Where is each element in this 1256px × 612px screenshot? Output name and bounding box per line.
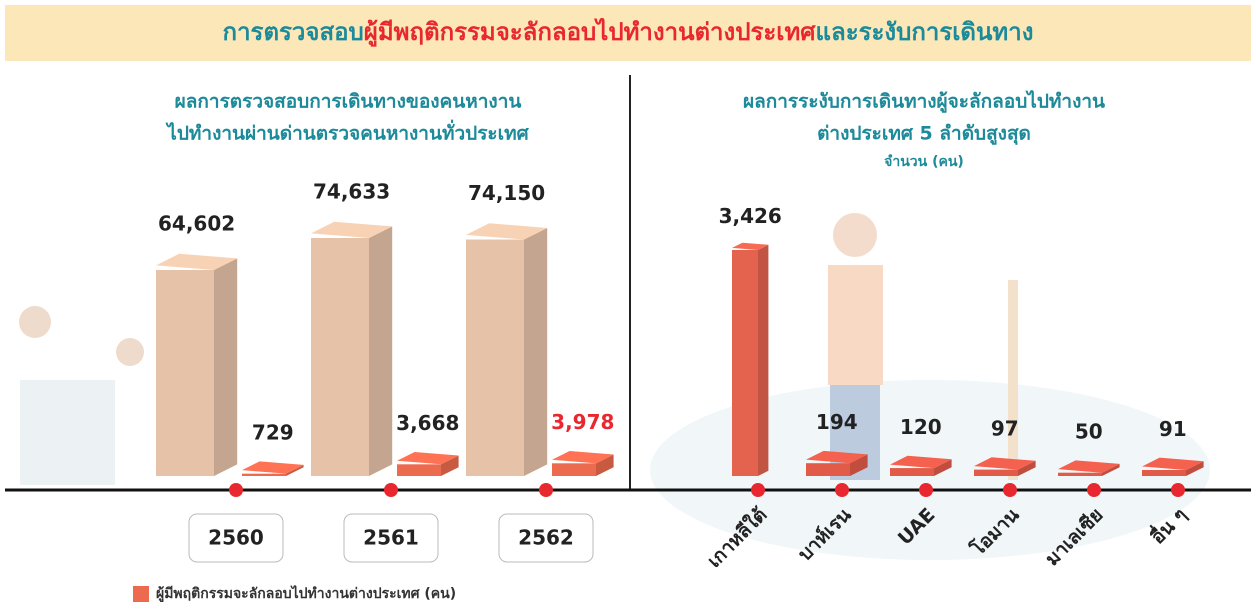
bar-side xyxy=(214,258,238,476)
value-label: 194 xyxy=(816,410,858,434)
bar xyxy=(156,269,214,476)
bar-side xyxy=(596,454,614,476)
category-dot xyxy=(835,483,849,497)
bar-top xyxy=(974,457,1036,470)
bar-top xyxy=(806,450,868,464)
value-label: 729 xyxy=(252,421,294,445)
bar-side xyxy=(1018,460,1036,476)
category-box xyxy=(498,513,594,563)
title: การตรวจสอบผู้มีพฤติกรรมจะลักลอบไปทำงานต่… xyxy=(223,17,1034,47)
category-dot xyxy=(1171,483,1185,497)
title-part: ผู้มีพฤติกรรมจะลักลอบไปทำงานต่างประเทศ xyxy=(364,17,817,47)
category-dot xyxy=(751,483,765,497)
bar xyxy=(732,250,758,476)
chart-title: ไปทำงานผ่านด่านตรวจคนหางานทั่วประเทศ xyxy=(165,120,529,145)
value-label: 3,668 xyxy=(396,411,459,435)
bar-side xyxy=(369,226,393,476)
category-box xyxy=(188,513,284,563)
value-label: 74,633 xyxy=(313,179,390,203)
bar-side xyxy=(934,459,952,476)
bar-side xyxy=(1102,463,1120,476)
bar-top xyxy=(156,253,238,270)
x-tick-label: 2561 xyxy=(363,526,419,550)
bar xyxy=(1058,472,1102,476)
bar xyxy=(552,463,596,476)
category-dot xyxy=(539,483,553,497)
value-label: 74,150 xyxy=(468,181,545,205)
bar xyxy=(806,463,850,476)
bar xyxy=(311,238,369,476)
chart-title: ผลการตรวจสอบการเดินทางของคนหางาน xyxy=(175,91,522,113)
value-label: 50 xyxy=(1075,420,1103,444)
value-label: 97 xyxy=(991,417,1019,441)
bar-top xyxy=(552,450,614,464)
bar-side xyxy=(441,455,459,476)
bar-side xyxy=(758,244,769,476)
chart-subtitle: จำนวน (คน) xyxy=(884,154,964,170)
bar-top xyxy=(1142,457,1204,470)
bar-top xyxy=(890,455,952,469)
bar-top xyxy=(242,461,304,474)
legend-swatch xyxy=(133,586,149,602)
title-part: และระงับการเดินทาง xyxy=(816,18,1034,46)
bar xyxy=(974,469,1018,476)
title-part: การตรวจสอบ xyxy=(223,18,364,46)
bar xyxy=(1142,469,1186,476)
value-label: 64,602 xyxy=(158,211,235,235)
value-label: 91 xyxy=(1159,417,1187,441)
bar-top xyxy=(732,242,769,250)
category-dot xyxy=(1003,483,1017,497)
bar xyxy=(397,464,441,476)
bar-side xyxy=(524,227,548,476)
bar-top xyxy=(397,451,459,465)
bar xyxy=(466,239,524,476)
x-tick-label: 2560 xyxy=(208,526,264,550)
legend-label: ผู้มีพฤติกรรมจะลักลอบไปทำงานต่างประเทศ (… xyxy=(156,584,456,602)
category-dot xyxy=(229,483,243,497)
value-label: 3,978 xyxy=(551,410,614,434)
bar xyxy=(890,468,934,476)
bar-top xyxy=(1058,460,1120,473)
value-label: 120 xyxy=(900,415,942,439)
category-dot xyxy=(384,483,398,497)
category-box xyxy=(343,513,439,563)
value-label: 3,426 xyxy=(719,204,782,228)
bar-side xyxy=(286,464,304,476)
title-banner xyxy=(5,5,1251,61)
bar-side xyxy=(850,454,868,476)
bar-top xyxy=(466,223,548,240)
bar-side xyxy=(1186,461,1204,476)
category-dot xyxy=(919,483,933,497)
category-dot xyxy=(1087,483,1101,497)
chart-title: ผลการระงับการเดินทางผู้จะลักลอบไปทำงาน xyxy=(743,90,1105,114)
bar-top xyxy=(311,221,393,238)
bar xyxy=(242,473,286,476)
x-tick-label: 2562 xyxy=(518,526,574,550)
chart-title: ต่างประเทศ 5 ลำดับสูงสุด xyxy=(817,123,1031,146)
